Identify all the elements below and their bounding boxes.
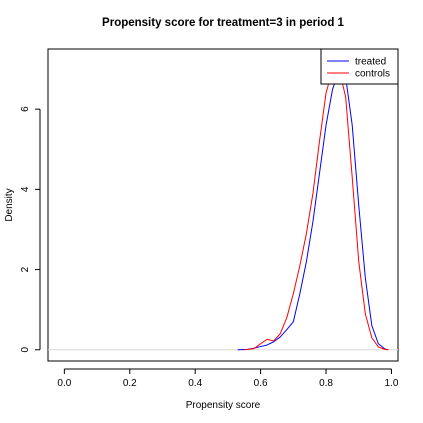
x-tick-label: 0.8 [319,378,333,389]
y-tick-label: 2 [20,266,31,272]
x-tick-label: 1.0 [385,378,399,389]
legend-label-controls: controls [355,69,390,80]
y-tick-label: 4 [20,186,31,192]
y-tick-label: 0 [20,347,31,353]
plot-frame [47,48,399,362]
series-layer [237,64,389,351]
chart-title: Propensity score for treatment=3 in peri… [102,17,344,29]
x-axis: 0.0 0.2 0.4 0.6 0.8 1.0 [57,368,399,389]
x-tick-label: 0.0 [57,378,71,389]
y-axis: 0 2 4 6 [20,106,41,353]
x-tick-label: 0.4 [188,378,202,389]
y-axis-label: Density [4,188,15,221]
series-line-treated [237,68,389,351]
x-tick-label: 0.6 [254,378,268,389]
x-axis-label: Propensity score [186,400,261,411]
legend-label-treated: treated [355,57,386,68]
series-line-controls [244,64,389,351]
legend-box [320,48,399,85]
x-tick-label: 0.2 [123,378,137,389]
y-tick-label: 6 [20,106,31,112]
